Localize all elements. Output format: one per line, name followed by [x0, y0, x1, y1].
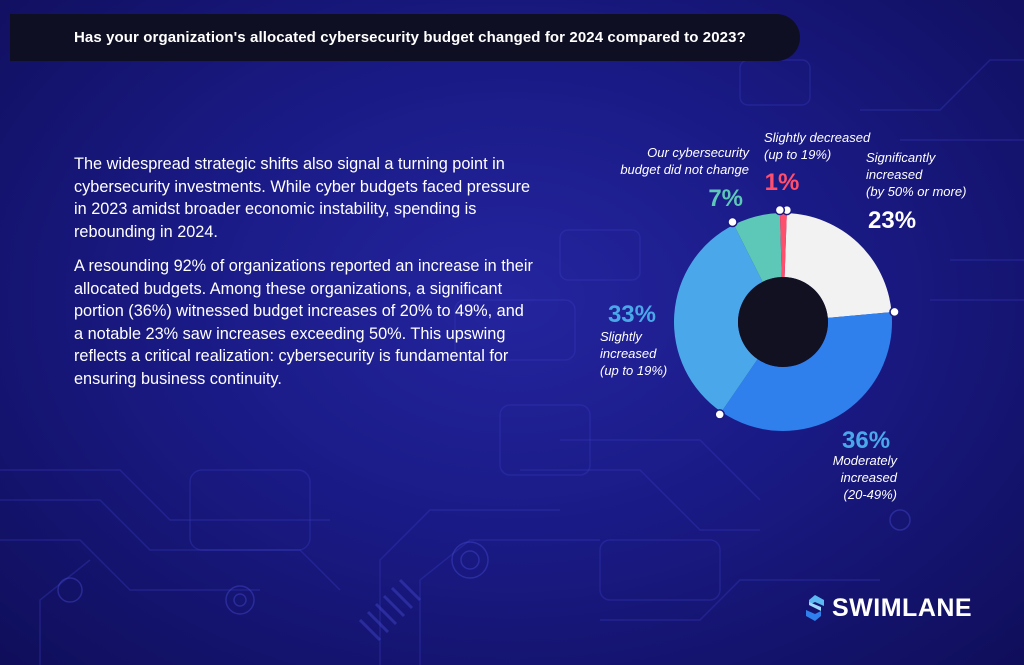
- question-title: Has your organization's allocated cybers…: [74, 29, 746, 46]
- logo-text: SWIMLANE: [832, 593, 973, 622]
- slice-category-label: Our cybersecurity: [647, 145, 750, 160]
- slice-value-label: 1%: [765, 169, 800, 196]
- donut-center: [738, 277, 828, 367]
- slice-category-label: budget did not change: [620, 162, 749, 177]
- slice-marker: [714, 409, 725, 420]
- donut-slice: [733, 213, 782, 282]
- swimlane-logo: SWIMLANE: [804, 592, 972, 624]
- paragraph-2: A resounding 92% of organizations report…: [74, 257, 533, 388]
- slice-category-label: increased: [866, 167, 923, 182]
- slice-category-label: Slightly decreased: [764, 130, 871, 145]
- slice-value-label: 23%: [868, 207, 916, 234]
- slice-category-label: (up to 19%): [764, 147, 831, 162]
- slice-value-label: 33%: [608, 301, 656, 328]
- slice-category-label: increased: [600, 346, 657, 361]
- slice-marker: [774, 204, 786, 216]
- donut-slice: [674, 224, 763, 412]
- slice-category-label: Moderately: [833, 453, 899, 468]
- slice-marker: [727, 216, 738, 228]
- donut-slice: [721, 312, 892, 431]
- donut-slice: [779, 212, 787, 278]
- question-title-bar: Has your organization's allocated cybers…: [10, 14, 800, 61]
- slice-category-label: Slightly: [600, 329, 643, 344]
- slice-category-label: (up to 19%): [600, 363, 667, 378]
- donut-slice: [784, 213, 892, 318]
- slice-value-label: 7%: [708, 185, 743, 212]
- slice-category-label: (by 50% or more): [866, 184, 966, 199]
- slice-marker: [889, 306, 900, 318]
- swimlane-logo-icon: [806, 595, 824, 621]
- slice-category-label: increased: [841, 470, 898, 485]
- slice-value-label: 36%: [842, 427, 890, 454]
- slice-category-label: Significantly: [866, 150, 937, 165]
- paragraph-1: The widespread strategic shifts also sig…: [74, 155, 531, 241]
- body-text: The widespread strategic shifts also sig…: [74, 153, 534, 402]
- slice-category-label: (20-49%): [844, 487, 897, 502]
